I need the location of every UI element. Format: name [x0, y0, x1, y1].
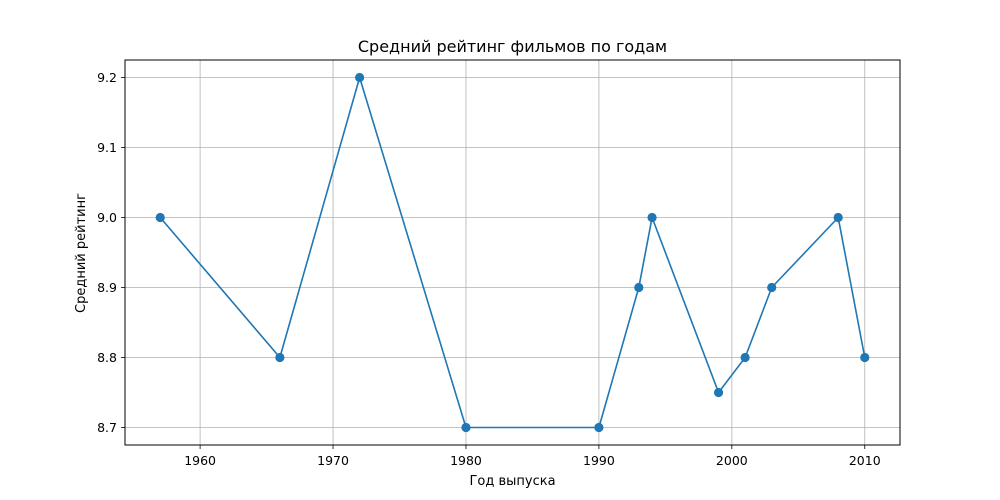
chart-title: Средний рейтинг фильмов по годам [358, 37, 667, 56]
data-point [634, 282, 644, 293]
data-point [647, 212, 657, 223]
x-tick-label: 2000 [716, 453, 748, 468]
data-point [355, 72, 365, 83]
data-point [155, 212, 165, 223]
y-axis-label: Средний рейтинг [74, 193, 89, 313]
y-tick-label: 9.2 [97, 70, 117, 85]
x-tick-label: 1990 [583, 453, 615, 468]
data-point [860, 352, 870, 363]
y-tick-label: 9.1 [97, 140, 117, 155]
data-point [594, 422, 604, 433]
data-point [833, 212, 843, 223]
grid [125, 60, 900, 445]
y-tick-label: 8.8 [97, 350, 117, 365]
data-point [275, 352, 285, 363]
y-axis-ticks: 8.7 8.8 8.9 9.0 9.1 9.2 [97, 70, 125, 435]
x-axis-ticks: 1960 1970 1980 1990 2000 2010 [184, 445, 881, 468]
series-layer [155, 72, 870, 433]
data-point [713, 387, 724, 398]
x-tick-label: 2010 [849, 453, 881, 468]
y-tick-label: 8.7 [97, 420, 117, 435]
x-tick-label: 1960 [184, 453, 216, 468]
y-tick-label: 8.9 [97, 280, 117, 295]
x-axis-label: Год выпуска [469, 474, 555, 489]
y-tick-label: 9.0 [97, 210, 117, 225]
data-point [461, 422, 471, 433]
data-point [767, 282, 777, 293]
plot-frame [124, 59, 901, 446]
x-tick-label: 1970 [317, 453, 349, 468]
data-point [740, 352, 750, 363]
x-tick-label: 1980 [450, 453, 482, 468]
series-line [159, 76, 866, 429]
